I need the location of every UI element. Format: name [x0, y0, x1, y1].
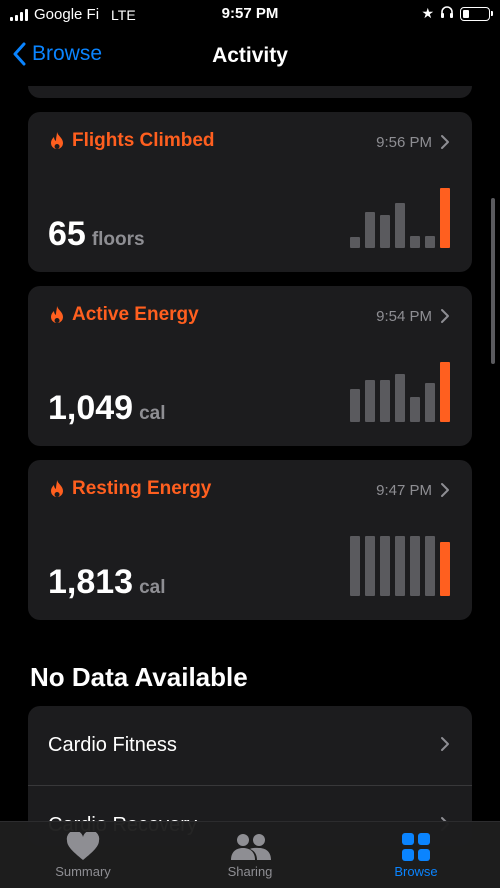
back-label: Browse	[32, 42, 103, 65]
section-title: No Data Available	[30, 662, 248, 692]
chart-bar	[410, 236, 420, 248]
tab-label: Sharing	[227, 864, 273, 879]
flame-icon	[51, 480, 63, 497]
chart-bar	[350, 536, 360, 596]
value-unit: floors	[91, 229, 145, 250]
chart-bar	[440, 542, 450, 596]
people-icon	[190, 830, 310, 864]
card-time: 9:54 PM	[376, 308, 432, 325]
chart-bar	[440, 188, 450, 248]
list-item-label: Cardio Fitness	[48, 734, 177, 756]
value-unit: cal	[139, 577, 166, 598]
grid-icon	[356, 830, 476, 864]
star-icon: ★	[421, 5, 434, 21]
tab-label: Summary	[55, 864, 111, 879]
value-number: 1,049	[48, 389, 134, 427]
chevron-right-icon	[441, 737, 449, 751]
chart-bar	[365, 536, 375, 596]
resting-energy-card[interactable]: Resting Energy 9:47 PM 1,813 cal	[28, 460, 472, 620]
headphones-icon	[440, 5, 454, 22]
chart-bar	[380, 380, 390, 422]
chart-bar	[395, 374, 405, 422]
card-title: Resting Energy	[72, 478, 212, 499]
chart-bar	[440, 362, 450, 422]
network-type: LTE	[111, 6, 136, 23]
chevron-left-icon	[13, 42, 26, 66]
flame-icon	[51, 306, 63, 323]
page-title: Activity	[212, 44, 288, 67]
carrier-name: Google Fi	[34, 6, 100, 23]
tab-browse[interactable]: Browse	[356, 830, 476, 879]
chart-bar	[350, 237, 360, 248]
tab-bar: Summary Sharing Browse	[0, 821, 500, 888]
chart-bar	[380, 536, 390, 596]
flame-icon	[51, 132, 63, 149]
scroll-indicator[interactable]	[491, 198, 495, 364]
card-header: Resting Energy	[48, 478, 211, 500]
list-item-cardio-fitness[interactable]: Cardio Fitness	[28, 706, 472, 786]
chart-bar	[425, 536, 435, 596]
active-energy-card[interactable]: Active Energy 9:54 PM 1,049 cal	[28, 286, 472, 446]
status-left: Google Fi LTE	[10, 6, 136, 23]
signal-icon	[10, 8, 28, 21]
chart-bar	[425, 236, 435, 248]
trend-chart	[350, 506, 450, 596]
chevron-right-icon	[441, 309, 449, 323]
tab-sharing[interactable]: Sharing	[190, 830, 310, 879]
card-title: Active Energy	[72, 304, 199, 325]
tab-summary[interactable]: Summary	[23, 830, 143, 879]
status-right: ★	[421, 5, 493, 22]
chart-bar	[425, 383, 435, 422]
back-button[interactable]: Browse	[12, 42, 102, 66]
status-bar: Google Fi LTE 9:57 PM ★	[0, 0, 500, 30]
chevron-right-icon	[441, 135, 449, 149]
trend-chart	[350, 332, 450, 422]
value-number: 1,813	[48, 563, 134, 601]
tab-label: Browse	[394, 864, 438, 879]
chevron-right-icon	[441, 483, 449, 497]
flights-climbed-card[interactable]: Flights Climbed 9:56 PM 65 floors	[28, 112, 472, 272]
chart-bar	[365, 380, 375, 422]
card-time: 9:47 PM	[376, 482, 432, 499]
card-value: 65 floors	[48, 215, 145, 254]
value-number: 65	[48, 215, 86, 253]
card-title: Flights Climbed	[72, 130, 215, 151]
card-header: Active Energy	[48, 304, 199, 326]
chart-bar	[350, 389, 360, 422]
chart-bar	[395, 203, 405, 248]
heart-icon	[23, 830, 143, 864]
chart-bar	[380, 215, 390, 248]
card-value: 1,049 cal	[48, 389, 166, 428]
status-time: 9:57 PM	[221, 5, 279, 22]
chart-bar	[410, 397, 420, 422]
card-header: Flights Climbed	[48, 130, 215, 152]
previous-card[interactable]	[28, 86, 472, 98]
trend-chart	[350, 158, 450, 248]
chart-bar	[410, 536, 420, 596]
value-unit: cal	[139, 403, 166, 424]
card-value: 1,813 cal	[48, 563, 166, 602]
chart-bar	[365, 212, 375, 248]
chart-bar	[395, 536, 405, 596]
battery-icon	[460, 6, 493, 21]
card-time: 9:56 PM	[376, 134, 432, 151]
navigation-bar: Browse Activity	[0, 30, 500, 86]
